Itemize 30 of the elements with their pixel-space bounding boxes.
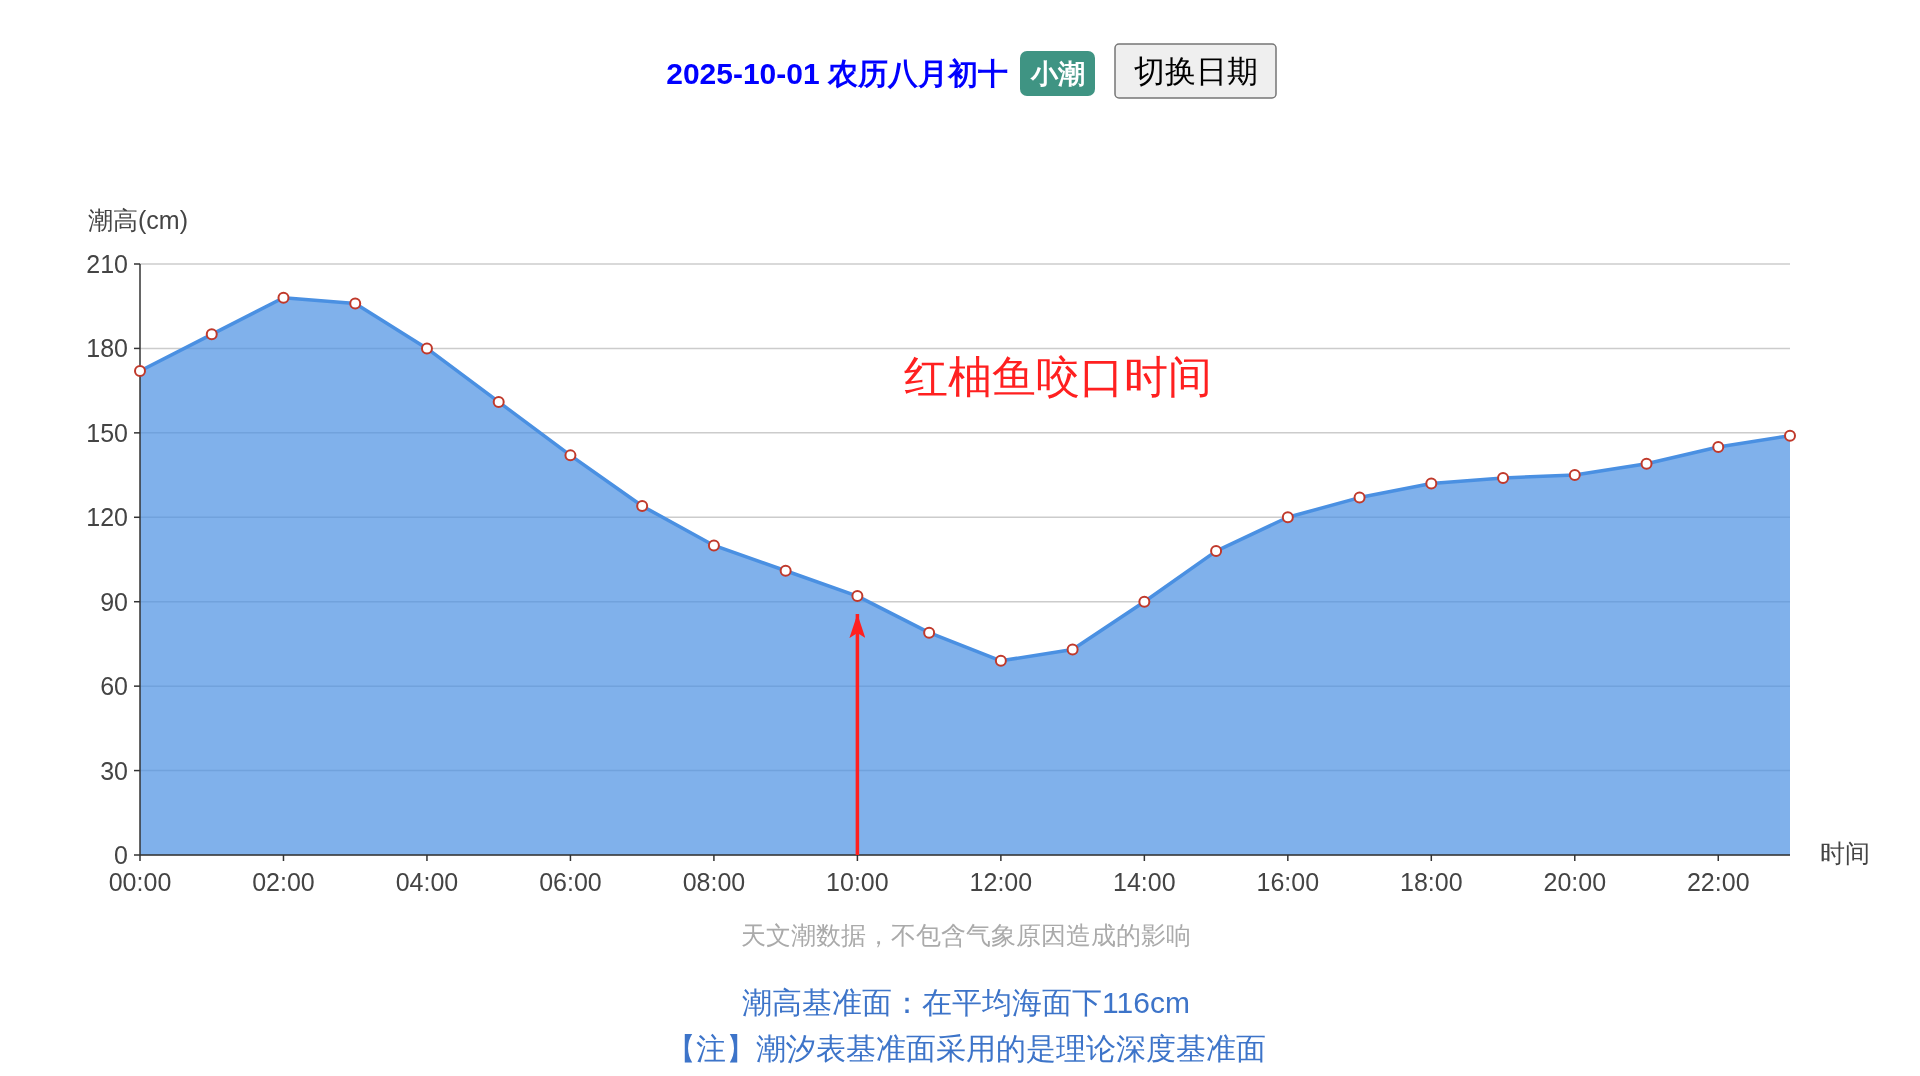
chart-subtitle: 小潮 [1029,59,1085,89]
y-tick-label: 90 [100,587,128,616]
text: 天文潮数据，不包含气象原因造成的影响 [741,921,1191,949]
y-tick-label: 210 [86,250,128,278]
y-tick-label: 30 [100,756,128,785]
x-tick-label: 10:00 [826,868,889,896]
y-tick-label: 0 [114,841,128,869]
x-tick-label: 20:00 [1543,868,1607,896]
x-tick-label: 16:00 [1256,868,1320,896]
y-tick-label: 60 [100,672,128,701]
text: 潮高基准面：在平均海面下116cm [742,985,1190,1019]
x-tick-label: 22:00 [1686,868,1750,896]
x-tick-label: 00:00 [108,868,172,896]
text: 【注】潮汐表基准面采用的是理论深度基准面 [666,1031,1266,1065]
y-tick-label: 150 [86,418,128,447]
x-axis-title: 时间 [1820,839,1870,867]
x-tick-label: 12:00 [969,868,1033,896]
ref-line-label: 红柚鱼咬口时间 [904,351,1213,401]
x-tick-label: 08:00 [682,868,746,896]
chart-title: 2025-10-01 农历八月初十 [666,56,1008,90]
x-tick-label: 14:00 [1113,868,1176,896]
x-tick-label: 04:00 [395,868,459,896]
x-tick-label: 18:00 [1400,868,1463,896]
switch-date-button[interactable]: 切换日期 [1114,43,1277,99]
y-tick-label: 180 [86,334,128,363]
x-tick-label: 06:00 [539,868,602,896]
y-tick-label: 120 [86,503,128,532]
y-axis-title: 潮高(cm) [88,206,188,234]
x-tick-label: 02:00 [252,868,315,896]
badge: 小潮 [1020,51,1095,96]
